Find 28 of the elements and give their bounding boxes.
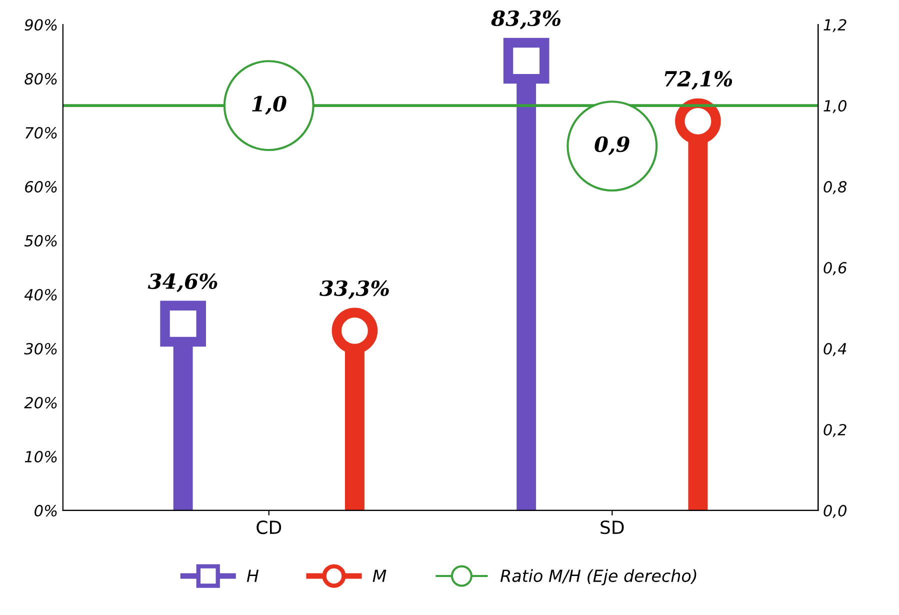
- x-tick-label: CD: [256, 520, 282, 534]
- y2-tick-label: 0,2: [824, 424, 846, 438]
- data-label: 83,3%: [491, 10, 560, 30]
- data-label: 0,9: [594, 136, 630, 156]
- y2-tick-label: 1,0: [824, 100, 846, 114]
- legend-label: H: [246, 570, 259, 582]
- y-tick-label: 60%: [25, 181, 57, 193]
- y2-tick-label: 0,8: [824, 181, 847, 194]
- data-label: 33,3%: [320, 280, 389, 300]
- y2-tick-label: 0,4: [824, 342, 846, 356]
- y-tick-label: 70%: [26, 127, 57, 139]
- y2-tick-label: 1,2: [824, 19, 846, 32]
- x-tick-label: SD: [600, 520, 624, 534]
- y-tick-label: 30%: [24, 342, 57, 355]
- y-tick-label: 0%: [34, 504, 57, 516]
- legend-label: M: [372, 570, 386, 582]
- y2-tick-label: 0,0: [824, 504, 846, 518]
- y2-tick-label: 0,6: [824, 262, 847, 276]
- y-tick-label: 80%: [24, 73, 57, 85]
- data-label: 34,6%: [148, 273, 218, 292]
- legend-label: Ratio M/H (Eje derecho): [500, 569, 696, 586]
- data-label: 72,1%: [664, 70, 732, 90]
- y-tick-label: 40%: [24, 288, 57, 301]
- y-tick-label: 50%: [24, 235, 57, 247]
- y-tick-label: 10%: [24, 450, 57, 462]
- y-tick-label: 90%: [24, 19, 57, 31]
- y-tick-label: 20%: [24, 396, 57, 409]
- data-label: 1,0: [252, 96, 286, 115]
